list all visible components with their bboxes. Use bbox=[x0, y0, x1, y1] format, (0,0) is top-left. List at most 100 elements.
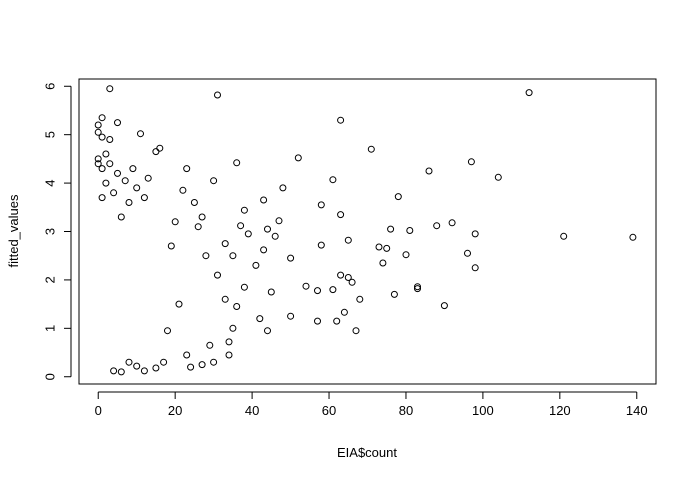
data-point bbox=[187, 363, 195, 371]
x-tick-label: 140 bbox=[626, 403, 648, 418]
data-point bbox=[260, 196, 268, 204]
data-point bbox=[233, 159, 241, 167]
data-point bbox=[225, 351, 233, 359]
data-point bbox=[156, 144, 164, 152]
data-point bbox=[344, 274, 352, 281]
data-point bbox=[94, 121, 102, 129]
data-point bbox=[394, 193, 402, 201]
data-point bbox=[271, 232, 279, 240]
data-point bbox=[98, 194, 106, 202]
data-point bbox=[202, 252, 210, 260]
data-point bbox=[287, 254, 295, 262]
data-point bbox=[198, 213, 206, 221]
data-point bbox=[225, 338, 233, 346]
data-point bbox=[206, 341, 214, 349]
data-point bbox=[337, 116, 345, 124]
data-point bbox=[167, 242, 175, 250]
data-point bbox=[433, 222, 441, 230]
data-point bbox=[294, 154, 302, 162]
data-point bbox=[98, 133, 106, 141]
data-point bbox=[98, 165, 106, 173]
data-point bbox=[333, 317, 341, 325]
points-layer bbox=[94, 85, 637, 376]
x-axis-label: EIA$count bbox=[337, 445, 397, 460]
data-point bbox=[356, 295, 364, 303]
data-point bbox=[471, 230, 479, 238]
data-point bbox=[340, 308, 348, 316]
data-point bbox=[337, 211, 345, 219]
data-point bbox=[214, 271, 221, 279]
data-point bbox=[94, 160, 102, 168]
y-tick-label: 1 bbox=[42, 325, 57, 332]
data-point bbox=[129, 165, 137, 173]
x-tick-label: 100 bbox=[472, 403, 494, 418]
data-point bbox=[244, 230, 252, 238]
data-point bbox=[314, 287, 321, 295]
data-point bbox=[152, 148, 160, 156]
data-point bbox=[233, 303, 241, 310]
data-point bbox=[302, 282, 310, 290]
data-point bbox=[317, 201, 325, 209]
x-tick-label: 0 bbox=[95, 403, 102, 418]
data-point bbox=[106, 160, 114, 168]
data-point bbox=[352, 327, 360, 335]
data-point bbox=[210, 177, 218, 185]
data-point bbox=[137, 130, 144, 138]
data-point bbox=[183, 165, 191, 173]
y-tick-label: 0 bbox=[42, 373, 57, 380]
data-point bbox=[125, 358, 133, 366]
data-point bbox=[629, 233, 637, 241]
data-point bbox=[464, 249, 471, 257]
data-point bbox=[114, 169, 121, 177]
data-point bbox=[98, 114, 106, 122]
data-point bbox=[183, 351, 191, 359]
data-point bbox=[275, 217, 283, 225]
x-tick-label: 120 bbox=[549, 403, 571, 418]
data-point bbox=[402, 251, 410, 259]
data-point bbox=[237, 222, 245, 230]
data-point bbox=[133, 184, 141, 192]
data-point bbox=[94, 155, 102, 163]
data-point bbox=[179, 186, 187, 194]
data-point bbox=[160, 358, 168, 366]
y-tick-label: 6 bbox=[42, 83, 57, 90]
y-tick-label: 3 bbox=[42, 228, 57, 235]
data-point bbox=[140, 367, 148, 375]
data-point bbox=[264, 225, 271, 233]
data-point bbox=[229, 324, 237, 332]
data-point bbox=[379, 259, 387, 267]
data-point bbox=[240, 283, 248, 291]
data-point bbox=[198, 361, 206, 369]
data-point bbox=[425, 167, 433, 175]
data-point bbox=[337, 271, 345, 279]
x-tick-label: 20 bbox=[168, 403, 182, 418]
data-point bbox=[390, 290, 398, 298]
y-tick-label: 2 bbox=[42, 276, 57, 283]
data-point bbox=[133, 362, 141, 370]
data-point bbox=[106, 136, 114, 143]
data-point bbox=[367, 145, 375, 153]
data-point bbox=[117, 368, 125, 376]
data-point bbox=[314, 317, 321, 325]
data-point bbox=[256, 315, 264, 323]
data-point bbox=[117, 213, 125, 221]
data-point bbox=[287, 312, 295, 320]
data-point bbox=[229, 252, 237, 260]
data-point bbox=[121, 177, 129, 185]
data-point bbox=[264, 327, 271, 335]
y-axis: 0 1 2 3 4 5 6 bbox=[42, 83, 72, 380]
data-point bbox=[106, 85, 114, 93]
data-point bbox=[414, 283, 421, 291]
x-tick-label: 80 bbox=[399, 403, 413, 418]
data-point bbox=[448, 219, 456, 227]
plot-frame bbox=[78, 78, 657, 385]
data-point bbox=[110, 189, 118, 197]
data-point bbox=[329, 176, 337, 184]
data-point bbox=[467, 158, 475, 166]
x-tick-label: 40 bbox=[245, 403, 259, 418]
data-point bbox=[152, 364, 160, 372]
data-point bbox=[375, 243, 383, 251]
data-point bbox=[260, 246, 268, 254]
data-point bbox=[210, 358, 218, 366]
